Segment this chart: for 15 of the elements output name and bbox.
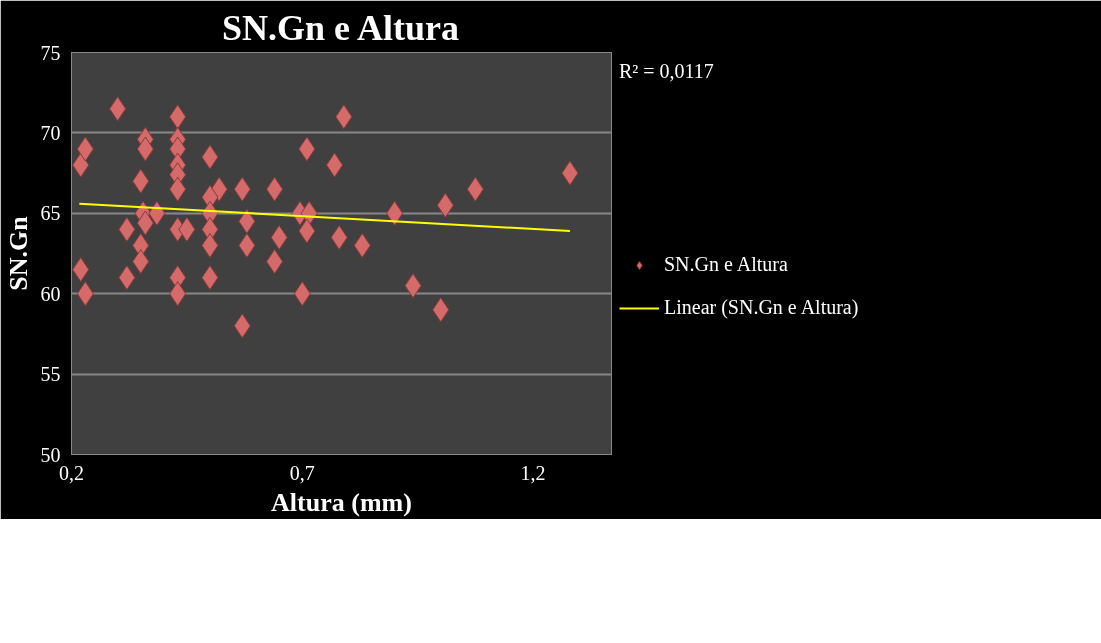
y-tick-label: 50: [40, 443, 61, 466]
legend-label: Linear (SN.Gn e Altura): [664, 296, 859, 319]
x-axis-title: Altura (mm): [271, 487, 412, 517]
x-tick-label: 0,7: [289, 461, 315, 484]
chart-title: SN.Gn e Altura: [222, 7, 460, 48]
y-axis-title: SN.Gn: [3, 215, 33, 291]
y-tick-label: 60: [40, 282, 61, 305]
y-tick-label: 55: [40, 363, 61, 386]
y-tick-label: 65: [40, 202, 61, 225]
x-tick-label: 0,2: [59, 461, 84, 484]
y-tick-label: 75: [40, 41, 61, 64]
text: R² = 0,0117: [619, 60, 715, 83]
x-tick-label: 1,2: [520, 461, 546, 484]
y-tick-label: 70: [40, 121, 61, 144]
legend-label: SN.Gn e Altura: [664, 253, 788, 276]
